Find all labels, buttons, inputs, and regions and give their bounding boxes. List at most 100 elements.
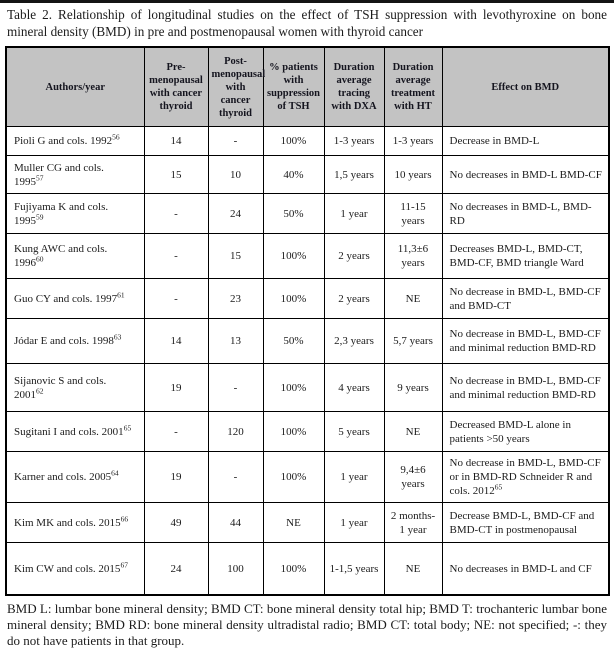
postmenopausal-count: 10 — [207, 155, 264, 195]
tsh-suppression-percent: NE — [262, 502, 325, 544]
dxa-tracing-duration: 2,3 years — [323, 318, 385, 365]
premenopausal-count: - — [143, 411, 209, 453]
effect-cell: Decrease in BMD-L — [441, 126, 610, 157]
author-text: Kung AWC and cols. 1996 — [14, 243, 108, 270]
ht-treatment-duration: 10 years — [383, 155, 443, 195]
table-row: Kung AWC and cols. 199660 - 15 100% 2 ye… — [5, 233, 610, 280]
tsh-suppression-percent: 100% — [262, 126, 325, 157]
table-row: Guo CY and cols. 199761 - 23 100% 2 year… — [5, 278, 610, 320]
reference-superscript: 67 — [120, 559, 128, 569]
effect-cell: No decreases in BMD-L and CF — [441, 542, 610, 596]
reference-superscript: 64 — [111, 468, 119, 478]
postmenopausal-count: 100 — [207, 542, 264, 596]
dxa-tracing-duration: 1 year — [323, 193, 385, 235]
author-text: Pioli G and cols. 1992 — [14, 135, 113, 148]
effect-cell: No decreases in BMD-L BMD-CF — [441, 155, 610, 195]
effect-reference-superscript: 65 — [494, 482, 503, 492]
tsh-suppression-percent: 100% — [262, 278, 325, 320]
dxa-tracing-duration: 1 year — [323, 502, 385, 544]
author-text: Sugitani I and cols. 2001 — [14, 425, 124, 438]
column-header: % patients with suppression of TSH — [262, 46, 325, 128]
reference-superscript: 61 — [117, 290, 125, 300]
postmenopausal-count: 15 — [207, 233, 264, 280]
dxa-tracing-duration: 1-3 years — [323, 126, 385, 157]
table-body: Pioli G and cols. 199256 14 - 100% 1-3 y… — [5, 126, 610, 596]
ht-treatment-duration: 1-3 years — [383, 126, 443, 157]
effect-text: Decrease in BMD-L — [449, 135, 540, 148]
table-row: Karner and cols. 200564 19 - 100% 1 year… — [5, 451, 610, 504]
ht-treatment-duration: 11,3±6 years — [383, 233, 443, 280]
effect-text: No decrease in BMD-L, BMD-CF or in BMD-R… — [449, 457, 601, 498]
postmenopausal-count: 44 — [207, 502, 264, 544]
author-text: Sijanovic S and cols. 2001 — [14, 374, 107, 401]
premenopausal-count: - — [143, 233, 209, 280]
tsh-suppression-percent: 100% — [262, 363, 325, 413]
author-text: Kim MK and cols. 2015 — [14, 516, 121, 529]
author-cell: Fujiyama K and cols. 199559 — [5, 193, 145, 235]
author-cell: Kim MK and cols. 201566 — [5, 502, 145, 544]
dxa-tracing-duration: 1 year — [323, 451, 385, 504]
author-cell: Sijanovic S and cols. 200162 — [5, 363, 145, 413]
tsh-suppression-percent: 100% — [262, 233, 325, 280]
reference-superscript: 59 — [36, 212, 44, 222]
scan-edge-line — [0, 0, 614, 3]
table-row: Kim MK and cols. 201566 49 44 NE 1 year … — [5, 502, 610, 544]
dxa-tracing-duration: 5 years — [323, 411, 385, 453]
tsh-suppression-percent: 100% — [262, 542, 325, 596]
reference-superscript: 66 — [120, 514, 129, 524]
author-text: Guo CY and cols. 1997 — [14, 292, 118, 305]
reference-superscript: 65 — [123, 423, 132, 433]
table-footnote: BMD L: lumbar bone mineral density; BMD … — [7, 600, 607, 649]
ht-treatment-duration: 11-15 years — [383, 193, 443, 235]
table-row: Fujiyama K and cols. 199559 - 24 50% 1 y… — [5, 193, 610, 235]
premenopausal-count: 49 — [143, 502, 209, 544]
dxa-tracing-duration: 2 years — [323, 233, 385, 280]
reference-superscript: 56 — [112, 132, 120, 142]
premenopausal-count: - — [143, 278, 209, 320]
premenopausal-count: 19 — [143, 363, 209, 413]
dxa-tracing-duration: 1-1,5 years — [323, 542, 385, 596]
ht-treatment-duration: NE — [383, 411, 443, 453]
column-header: Effect on BMD — [441, 46, 610, 128]
tsh-suppression-percent: 50% — [262, 318, 325, 365]
author-cell: Guo CY and cols. 199761 — [5, 278, 145, 320]
table-caption: Table 2. Relationship of longitudinal st… — [7, 7, 607, 40]
effect-text: No decreases in BMD-L and CF — [449, 562, 592, 575]
effect-text: No decreases in BMD-L BMD-CF — [449, 168, 602, 181]
author-text: Kim CW and cols. 2015 — [14, 562, 121, 575]
postmenopausal-count: - — [207, 363, 264, 413]
effect-cell: No decrease in BMD-L, BMD-CF or in BMD-R… — [441, 451, 610, 504]
dxa-tracing-duration: 2 years — [323, 278, 385, 320]
author-text: Muller CG and cols. 1995 — [14, 161, 104, 188]
author-cell: Muller CG and cols. 199557 — [5, 155, 145, 195]
effect-cell: No decreases in BMD-L, BMD-RD — [441, 193, 610, 235]
table-row: Kim CW and cols. 201567 24 100 100% 1-1,… — [5, 542, 610, 596]
effect-text: No decreases in BMD-L, BMD-RD — [449, 200, 592, 227]
postmenopausal-count: 120 — [207, 411, 264, 453]
reference-superscript: 62 — [36, 386, 44, 396]
premenopausal-count: 19 — [143, 451, 209, 504]
author-text: Jódar E and cols. 1998 — [14, 335, 114, 348]
column-header: Duration average tracing with DXA — [323, 46, 385, 128]
table-row: Sijanovic S and cols. 200162 19 - 100% 4… — [5, 363, 610, 413]
effect-text: Decreases BMD-L, BMD-CT, BMD-CF, BMD tri… — [449, 243, 584, 270]
postmenopausal-count: 13 — [207, 318, 264, 365]
table-row: Sugitani I and cols. 200165 - 120 100% 5… — [5, 411, 610, 453]
ht-treatment-duration: 2 months- 1 year — [383, 502, 443, 544]
author-text: Karner and cols. 2005 — [14, 471, 112, 484]
tsh-suppression-percent: 50% — [262, 193, 325, 235]
effect-text: Decrease BMD-L, BMD-CF and BMD-CT in pos… — [449, 509, 595, 536]
studies-table: Authors/year Pre-menopausal with cancer t… — [5, 46, 610, 596]
ht-treatment-duration: NE — [383, 542, 443, 596]
ht-treatment-duration: 5,7 years — [383, 318, 443, 365]
effect-text: No decrease in BMD-L, BMD-CF and minimal… — [449, 328, 601, 355]
author-cell: Karner and cols. 200564 — [5, 451, 145, 504]
column-header: Post-menopausal with cancer thyroid — [207, 46, 265, 128]
premenopausal-count: - — [143, 193, 209, 235]
effect-cell: No decrease in BMD-L, BMD-CF and minimal… — [441, 318, 610, 365]
reference-superscript: 63 — [113, 332, 122, 342]
tsh-suppression-percent: 100% — [262, 411, 325, 453]
premenopausal-count: 24 — [143, 542, 209, 596]
author-text: Fujiyama K and cols. 1995 — [14, 200, 109, 227]
postmenopausal-count: - — [207, 126, 264, 157]
